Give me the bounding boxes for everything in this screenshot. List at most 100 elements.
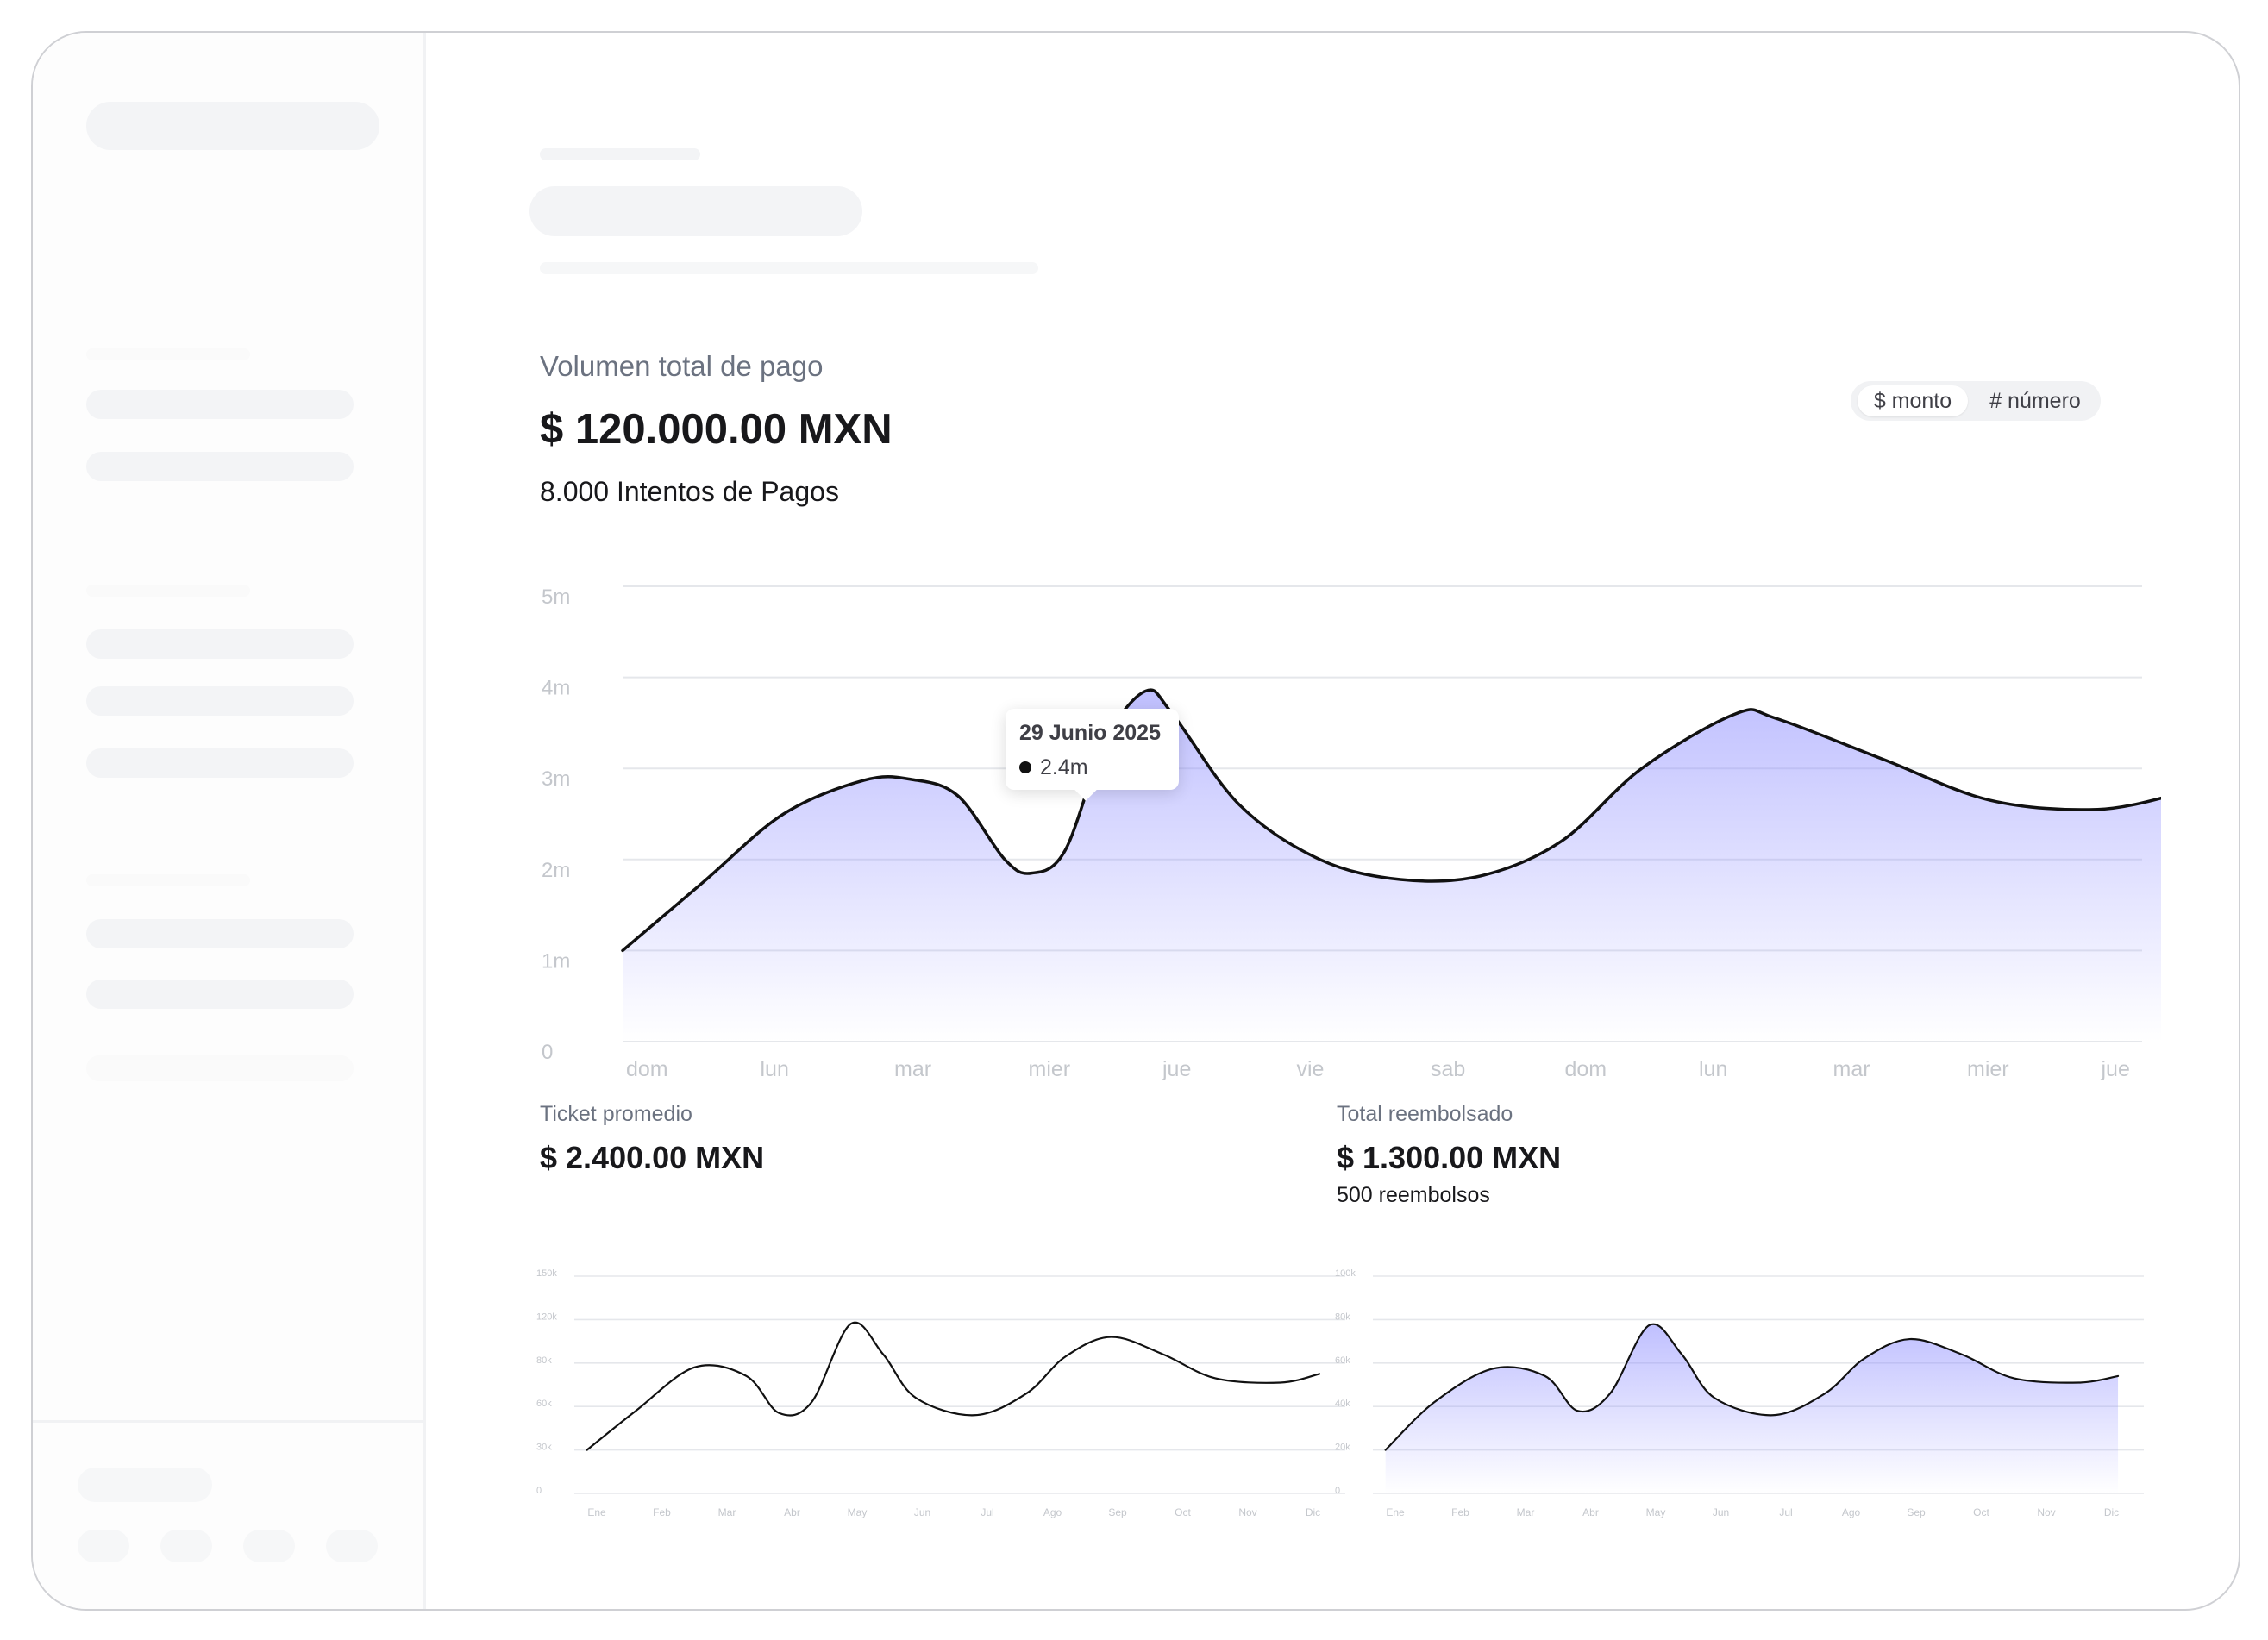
y-tick-label: 0 <box>542 1041 553 1064</box>
series-area <box>1385 1324 2119 1493</box>
x-tick-label: Ago <box>1842 1506 1861 1518</box>
x-tick-label: Nov <box>1238 1506 1256 1518</box>
x-tick-label: Mar <box>718 1506 736 1518</box>
footer-icon-placeholder[interactable] <box>78 1530 129 1562</box>
x-tick-label: vie <box>1297 1057 1325 1081</box>
metric-subtitle: 8.000 Intentos de Pagos <box>540 476 839 507</box>
refunds-count: 500 reembolsos <box>1337 1183 1490 1207</box>
series-line <box>621 688 2161 953</box>
x-tick-label: Oct <box>1175 1506 1191 1518</box>
main-content <box>426 33 2239 1609</box>
sidebar-section-label-placeholder <box>86 874 250 886</box>
footer-icon-placeholder[interactable] <box>160 1530 212 1562</box>
y-tick-label: 40k <box>1335 1399 1350 1409</box>
y-tick-label: 20k <box>1335 1443 1350 1453</box>
x-tick-label: Ene <box>587 1506 606 1518</box>
y-tick-label: 0 <box>536 1486 542 1496</box>
metric-amount: $ 120.000.00 MXN <box>540 406 893 453</box>
x-tick-label: Sep <box>1108 1506 1127 1518</box>
avg-ticket-title: Ticket promedio <box>540 1102 692 1126</box>
series-dot-icon <box>1019 761 1031 773</box>
x-tick-label: dom <box>1565 1057 1607 1081</box>
y-tick-label: 5m <box>542 585 570 609</box>
series-line <box>586 1321 1321 1451</box>
footer-icon-placeholder[interactable] <box>243 1530 295 1562</box>
sidebar-item-placeholder[interactable] <box>86 1055 354 1081</box>
footer-icon-placeholder[interactable] <box>326 1530 378 1562</box>
x-tick-label: jue <box>1162 1057 1191 1081</box>
y-tick-label: 30k <box>536 1443 552 1453</box>
toggle-count-option[interactable]: # número <box>1989 389 2081 413</box>
series-area <box>623 690 2161 1042</box>
payment-volume-chart[interactable]: 0 1m 2m 3m 4m 5m dom lun mar mier jue vie sab dom lun m… <box>523 550 2161 1102</box>
y-tick-label: 80k <box>1335 1311 1350 1322</box>
x-tick-label: Jul <box>981 1506 993 1518</box>
y-tick-label: 100k <box>1335 1268 1356 1279</box>
series-line <box>1384 1323 2120 1451</box>
y-tick-label: 4m <box>542 677 570 700</box>
x-tick-label: Mar <box>1517 1506 1535 1518</box>
y-tick-label: 60k <box>536 1399 552 1409</box>
y-tick-label: 2m <box>542 859 570 882</box>
footer-user-placeholder[interactable] <box>78 1468 212 1502</box>
x-tick-label: Abr <box>1582 1506 1599 1518</box>
refunds-title: Total reembolsado <box>1337 1102 1513 1126</box>
x-tick-label: Feb <box>653 1506 671 1518</box>
x-tick-label: mier <box>1029 1057 1071 1081</box>
x-tick-label: Dic <box>1306 1506 1320 1518</box>
sidebar-footer <box>33 1420 423 1609</box>
y-tick-label: 150k <box>536 1268 557 1279</box>
x-tick-label: jue <box>2101 1057 2130 1081</box>
x-tick-label: sab <box>1431 1057 1465 1081</box>
sidebar-item-placeholder[interactable] <box>86 452 354 481</box>
sidebar-section-label-placeholder <box>86 348 250 360</box>
metric-title: Volumen total de pago <box>540 350 824 382</box>
sidebar <box>33 33 426 1609</box>
x-tick-label: Oct <box>1973 1506 1989 1518</box>
y-tick-label: 3m <box>542 767 570 791</box>
breadcrumb-placeholder <box>540 148 700 160</box>
x-tick-label: lun <box>1699 1057 1727 1081</box>
app-window: Volumen total de pago $ 120.000.00 MXN 8… <box>31 31 2240 1611</box>
sidebar-item-placeholder[interactable] <box>86 686 354 716</box>
page-description-placeholder <box>540 262 1038 274</box>
x-tick-label: Dic <box>2104 1506 2119 1518</box>
chart-tooltip: 29 Junio 2025 2.4m <box>1006 709 1179 801</box>
refunds-amount: $ 1.300.00 MXN <box>1337 1140 1562 1175</box>
sidebar-item-placeholder[interactable] <box>86 390 354 419</box>
y-tick-label: 60k <box>1335 1355 1350 1366</box>
x-tick-label: Ene <box>1386 1506 1405 1518</box>
x-tick-label: Jun <box>914 1506 930 1518</box>
avg-ticket-chart[interactable]: 0 30k 60k 80k 120k 150k Ene Feb Mar Abr May Jun Jul A… <box>533 1231 1352 1524</box>
sidebar-item-placeholder[interactable] <box>86 919 354 948</box>
x-tick-label: mar <box>1833 1057 1870 1081</box>
tooltip-date: 29 Junio 2025 <box>1019 721 1161 745</box>
tooltip-value: 2.4m <box>1040 755 1088 779</box>
x-tick-label: Sep <box>1907 1506 1926 1518</box>
toggle-amount-option[interactable]: $ monto <box>1858 385 1968 416</box>
sidebar-item-placeholder[interactable] <box>86 748 354 778</box>
sidebar-section-label-placeholder <box>86 585 250 597</box>
metric-mode-toggle[interactable]: $ monto # número <box>1851 381 2101 421</box>
avg-ticket-amount: $ 2.400.00 MXN <box>540 1140 765 1175</box>
sidebar-item-placeholder[interactable] <box>86 629 354 659</box>
y-tick-label: 0 <box>1335 1486 1340 1496</box>
x-tick-label: Jun <box>1713 1506 1729 1518</box>
sidebar-logo-placeholder <box>86 102 379 150</box>
x-tick-label: mier <box>1967 1057 2009 1081</box>
x-tick-label: Abr <box>784 1506 800 1518</box>
x-tick-label: mar <box>894 1057 931 1081</box>
x-tick-label: May <box>848 1506 868 1518</box>
x-tick-label: Nov <box>2037 1506 2055 1518</box>
x-tick-label: Feb <box>1451 1506 1469 1518</box>
y-tick-label: 1m <box>542 949 570 973</box>
x-tick-label: dom <box>626 1057 668 1081</box>
y-tick-label: 80k <box>536 1355 552 1366</box>
page-title-placeholder <box>529 186 862 236</box>
sidebar-item-placeholder[interactable] <box>86 980 354 1009</box>
refunds-chart[interactable]: 0 20k 40k 60k 80k 100k Ene Feb Mar Abr May Jun Jul Ag… <box>1331 1231 2151 1524</box>
x-tick-label: Ago <box>1043 1506 1062 1518</box>
x-tick-label: Jul <box>1779 1506 1792 1518</box>
x-tick-label: lun <box>761 1057 789 1081</box>
y-tick-label: 120k <box>536 1311 557 1322</box>
